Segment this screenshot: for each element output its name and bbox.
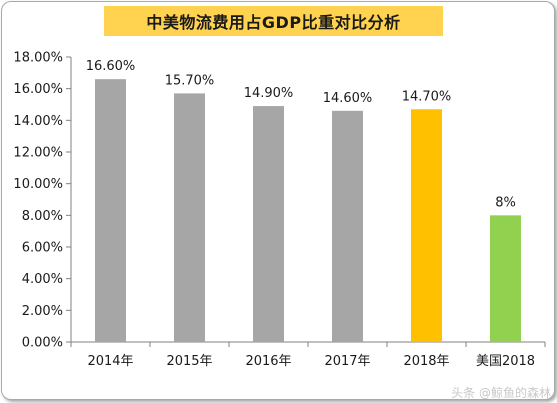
axes: 0.00% 2.00% 4.00% 6.00% 8.00% 10.00% 12.00% 14.… — [13, 51, 546, 351]
y-tick-label: 2.00% — [22, 304, 63, 319]
x-tick-label: 2014年 — [87, 354, 133, 369]
data-label: 16.60% — [86, 59, 136, 74]
chart-title: 中美物流费用占GDP比重对比分析 — [104, 6, 443, 36]
x-tick-label: 2015年 — [166, 354, 212, 369]
bars — [95, 79, 521, 343]
x-tick-label: 2016年 — [245, 354, 291, 369]
bar — [95, 79, 126, 343]
y-tick-label: 14.00% — [13, 114, 63, 129]
y-tick-label: 10.00% — [13, 177, 63, 192]
y-tick-label: 12.00% — [13, 146, 63, 161]
data-label: 14.70% — [402, 89, 452, 104]
y-tick-label: 16.00% — [13, 82, 63, 97]
bar — [174, 93, 205, 343]
data-label: 8% — [495, 195, 516, 210]
bar — [332, 110, 363, 342]
data-label: 14.90% — [244, 86, 294, 101]
x-tick-label: 2018年 — [403, 354, 449, 369]
x-tick-label: 2017年 — [324, 354, 370, 369]
bar — [253, 106, 284, 342]
y-tick-label: 0.00% — [22, 336, 63, 351]
data-label: 15.70% — [165, 73, 215, 88]
bar — [490, 215, 521, 342]
labels: 16.60% 2014年 15.70% 2015年 14.90% 2016年 14.60% 2… — [86, 59, 535, 369]
y-tick-label: 18.00% — [13, 51, 63, 66]
data-label: 14.60% — [323, 91, 373, 106]
watermark: 头条 @鲸鱼的森林 — [451, 386, 551, 400]
bar — [411, 109, 442, 342]
x-tick-label: 美国2018 — [476, 354, 535, 369]
y-tick-label: 6.00% — [22, 241, 63, 256]
y-tick-label: 4.00% — [22, 272, 63, 287]
y-tick-label: 8.00% — [22, 209, 63, 224]
